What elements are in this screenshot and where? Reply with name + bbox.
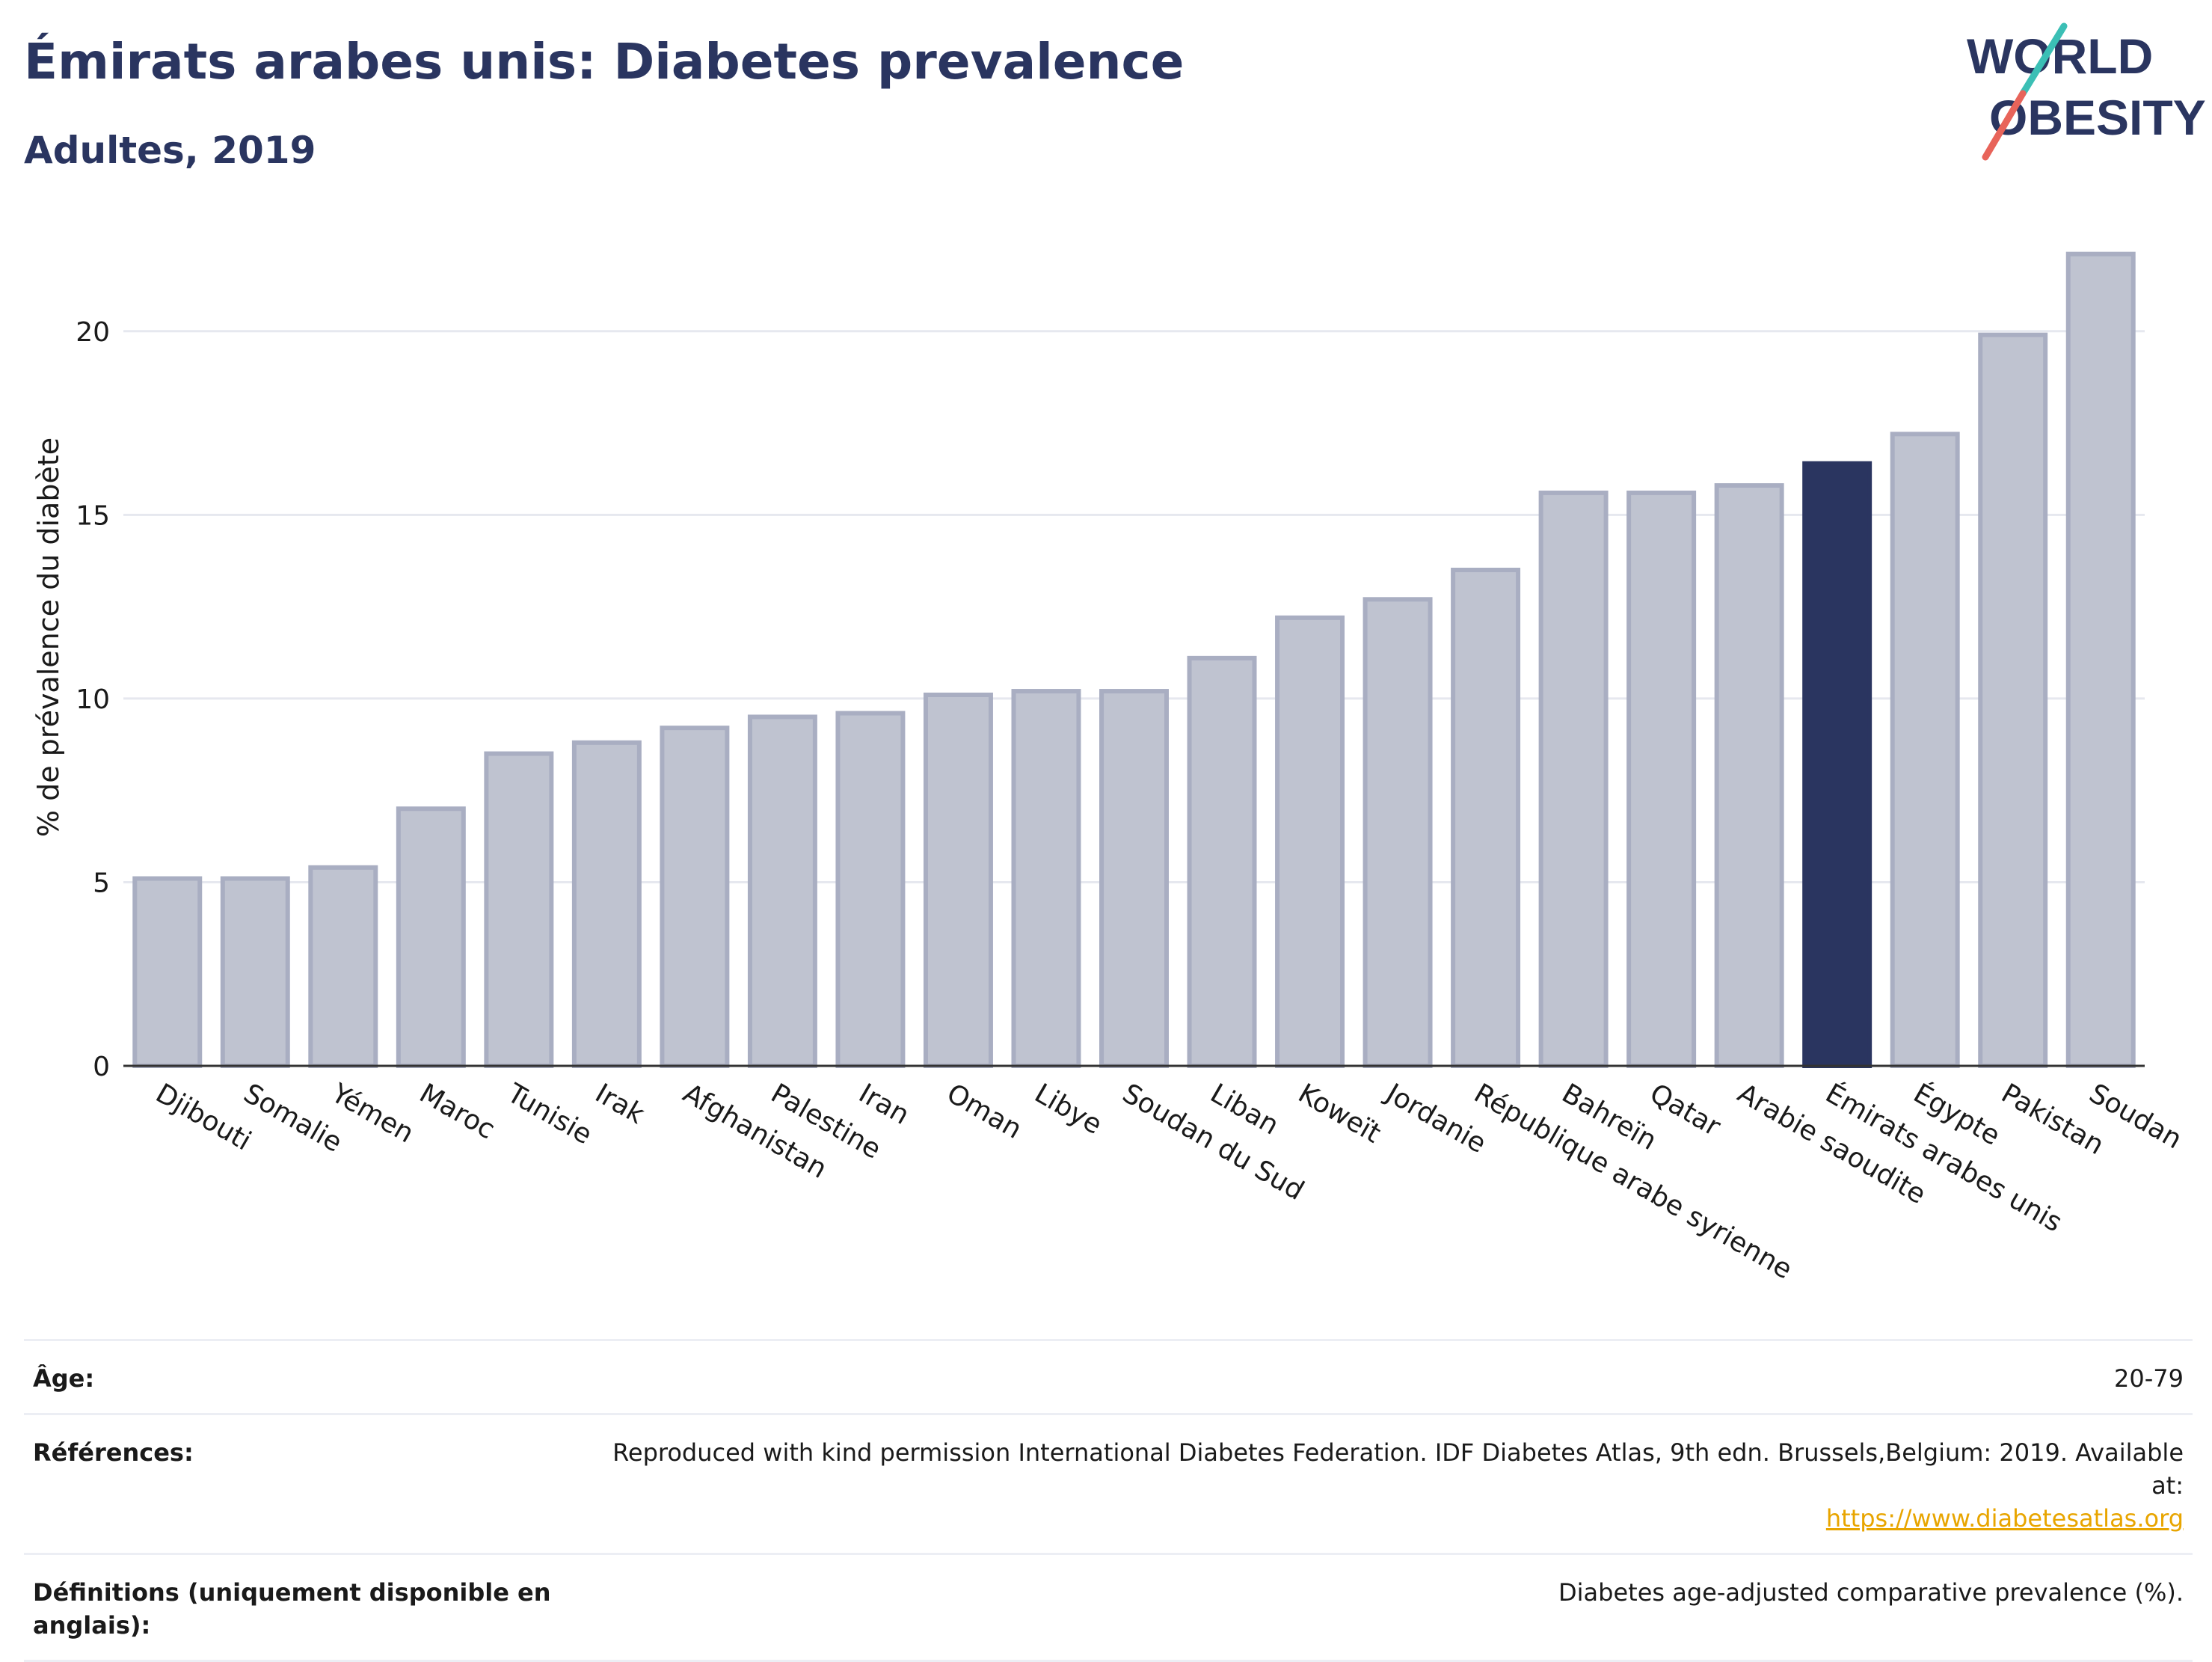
bar-2[interactable] (220, 876, 290, 1068)
x-tick-label: Koweït (1293, 1078, 1386, 1149)
y-tick-label: 0 (93, 1052, 110, 1082)
bar-17[interactable] (1538, 490, 1609, 1068)
bar-5[interactable] (484, 751, 554, 1068)
y-tick-label: 5 (93, 868, 110, 898)
age-label: Âge: (33, 1364, 95, 1393)
definitions-label: Définitions (uniquement disponible en an… (33, 1578, 551, 1640)
x-tick-label: Maroc (414, 1078, 500, 1145)
bar-15[interactable] (1362, 597, 1433, 1068)
x-tick-label: Iran (853, 1078, 914, 1131)
svg-text:OBESITY: OBESITY (1989, 90, 2206, 145)
y-axis-label: % de prévalence du diabète (32, 438, 65, 837)
bars-layer (132, 251, 2136, 1069)
bar-8[interactable] (747, 714, 817, 1068)
x-tick-label: Oman (941, 1078, 1027, 1145)
y-tick-label: 10 (76, 684, 110, 715)
bar-14[interactable] (1275, 615, 1345, 1068)
page-title: Émirats arabes unis: Diabetes prevalence (24, 33, 1185, 91)
bar-9[interactable] (835, 711, 906, 1068)
bar-12[interactable] (1099, 689, 1169, 1068)
info-row-age: Âge: 20-79 (24, 1341, 2193, 1415)
bar-10[interactable] (923, 692, 993, 1068)
bar-18[interactable] (1626, 490, 1697, 1068)
x-tick-label: Somalie (239, 1078, 347, 1159)
definitions-value: Diabetes age-adjusted comparative preval… (1558, 1578, 2184, 1607)
bar-13[interactable] (1187, 655, 1257, 1068)
bar-7[interactable] (660, 726, 730, 1069)
axis-layer: 0 5 10 15 20 (76, 317, 2145, 1082)
references-link[interactable]: https://www.diabetesatlas.org (1825, 1504, 2184, 1533)
page-subtitle: Adultes, 2019 (24, 129, 316, 172)
y-tick-label: 15 (76, 500, 110, 531)
bar-23[interactable] (2065, 251, 2136, 1069)
bar-16[interactable] (1451, 568, 1521, 1068)
x-tick-label: Jordanie (1380, 1077, 1491, 1159)
references-text: Reproduced with kind permission Internat… (612, 1438, 2184, 1500)
bar-6[interactable] (571, 740, 642, 1068)
bar-20[interactable] (1802, 461, 1872, 1068)
bar-1[interactable] (132, 876, 203, 1068)
info-row-definitions: Définitions (uniquement disponible en an… (24, 1555, 2193, 1662)
info-table: Âge: 20-79 Références: Reproduced with k… (24, 1339, 2193, 1662)
references-label: Références: (33, 1438, 194, 1467)
references-value: Reproduced with kind permission Internat… (576, 1436, 2184, 1535)
age-value: 20-79 (2114, 1364, 2184, 1393)
x-tick-label: Libye (1029, 1078, 1107, 1141)
y-tick-label: 20 (76, 317, 110, 348)
info-row-references: Références: Reproduced with kind permiss… (24, 1415, 2193, 1555)
bar-4[interactable] (396, 806, 466, 1068)
bar-22[interactable] (1978, 332, 2048, 1068)
x-tick-label: Tunisie (501, 1078, 597, 1151)
bar-11[interactable] (1011, 689, 1081, 1068)
bar-21[interactable] (1890, 432, 1960, 1068)
x-tick-label: Irak (590, 1078, 650, 1130)
world-obesity-logo: WORLD OBESITY (1967, 22, 2206, 161)
bar-19[interactable] (1714, 483, 1784, 1068)
bar-3[interactable] (308, 865, 378, 1069)
x-tick-label: Djibouti (150, 1078, 256, 1156)
